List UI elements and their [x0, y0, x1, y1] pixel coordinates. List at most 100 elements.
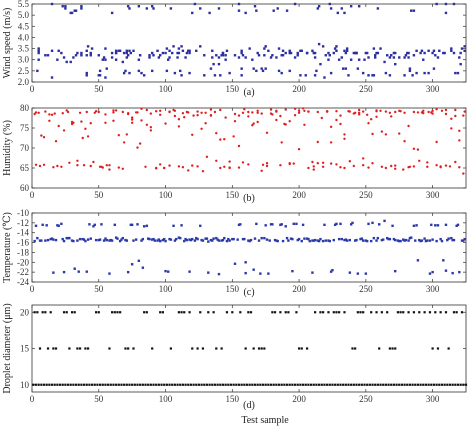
data-point — [293, 383, 297, 386]
data-point — [136, 383, 139, 386]
data-point — [292, 162, 295, 165]
data-point — [164, 239, 167, 243]
data-point — [295, 311, 298, 314]
data-point — [431, 51, 434, 55]
data-point — [119, 311, 122, 314]
data-point — [211, 56, 214, 59]
data-point — [64, 5, 67, 8]
data-point — [50, 49, 54, 52]
data-point — [340, 237, 344, 241]
data-point — [444, 223, 448, 227]
data-point — [185, 238, 189, 242]
data-point — [361, 157, 365, 160]
data-point — [164, 122, 167, 125]
data-point — [130, 263, 134, 266]
data-point — [134, 238, 138, 241]
data-point — [320, 116, 323, 120]
data-point — [100, 223, 103, 226]
data-point — [77, 270, 80, 273]
data-point — [244, 347, 247, 350]
data-point — [435, 140, 438, 144]
data-point — [293, 2, 297, 6]
data-point — [142, 225, 146, 228]
data-point — [203, 54, 206, 57]
data-point — [150, 238, 154, 241]
data-point — [316, 162, 319, 165]
data-point — [398, 56, 401, 59]
data-point — [323, 223, 326, 227]
data-point — [423, 51, 426, 55]
data-point — [436, 347, 440, 350]
data-point — [173, 383, 176, 386]
data-point — [327, 58, 330, 61]
data-point — [284, 108, 287, 111]
data-point — [426, 161, 429, 164]
data-point — [431, 109, 434, 113]
data-point — [378, 347, 381, 350]
data-point — [224, 116, 227, 119]
data-point — [137, 5, 141, 8]
data-point — [195, 49, 198, 52]
data-point — [74, 54, 78, 57]
data-point — [289, 237, 293, 240]
data-point — [86, 238, 90, 241]
data-point — [114, 109, 118, 112]
data-point — [77, 383, 80, 386]
data-point — [300, 347, 303, 350]
data-point — [454, 160, 457, 164]
data-point — [188, 51, 191, 55]
data-point — [375, 239, 378, 242]
data-point — [340, 7, 344, 10]
data-point — [329, 7, 333, 10]
data-point — [61, 112, 64, 115]
data-point — [352, 383, 355, 386]
data-point — [94, 311, 98, 314]
data-point — [288, 69, 291, 73]
data-point — [80, 54, 83, 57]
data-point — [239, 223, 242, 226]
data-point — [372, 74, 376, 77]
data-point — [163, 383, 166, 386]
data-point — [64, 383, 67, 386]
data-point — [411, 383, 414, 386]
data-point — [458, 270, 461, 274]
data-point — [129, 223, 133, 227]
data-point — [69, 60, 72, 64]
data-point — [434, 311, 437, 314]
data-point — [265, 164, 269, 168]
data-point — [157, 383, 160, 386]
data-point — [347, 110, 350, 113]
data-point — [108, 272, 111, 275]
data-point — [388, 237, 392, 241]
data-point — [248, 383, 251, 386]
data-point — [269, 56, 273, 59]
x-tick-label-droplet: 150 — [226, 394, 240, 404]
data-point — [241, 111, 245, 115]
data-point — [160, 383, 163, 386]
data-point — [196, 347, 199, 350]
data-point — [121, 167, 125, 170]
data-point — [388, 74, 392, 77]
data-point — [281, 54, 285, 57]
data-point — [442, 259, 445, 262]
data-point — [260, 67, 263, 70]
data-point — [444, 112, 448, 116]
data-point — [460, 47, 464, 50]
data-point — [70, 311, 74, 314]
data-point — [85, 270, 88, 273]
data-point — [392, 56, 396, 59]
data-point — [93, 223, 96, 227]
data-point — [344, 238, 348, 241]
data-point — [49, 237, 52, 241]
data-point — [65, 236, 68, 240]
data-point — [460, 311, 464, 314]
data-point — [328, 239, 331, 243]
data-point — [233, 120, 237, 123]
data-point — [311, 49, 314, 52]
y-tick-label-temperature: -14 — [17, 228, 29, 238]
data-point — [406, 383, 409, 386]
data-point — [48, 113, 51, 116]
data-point — [403, 383, 406, 386]
data-point — [171, 383, 174, 386]
data-point — [192, 114, 195, 117]
